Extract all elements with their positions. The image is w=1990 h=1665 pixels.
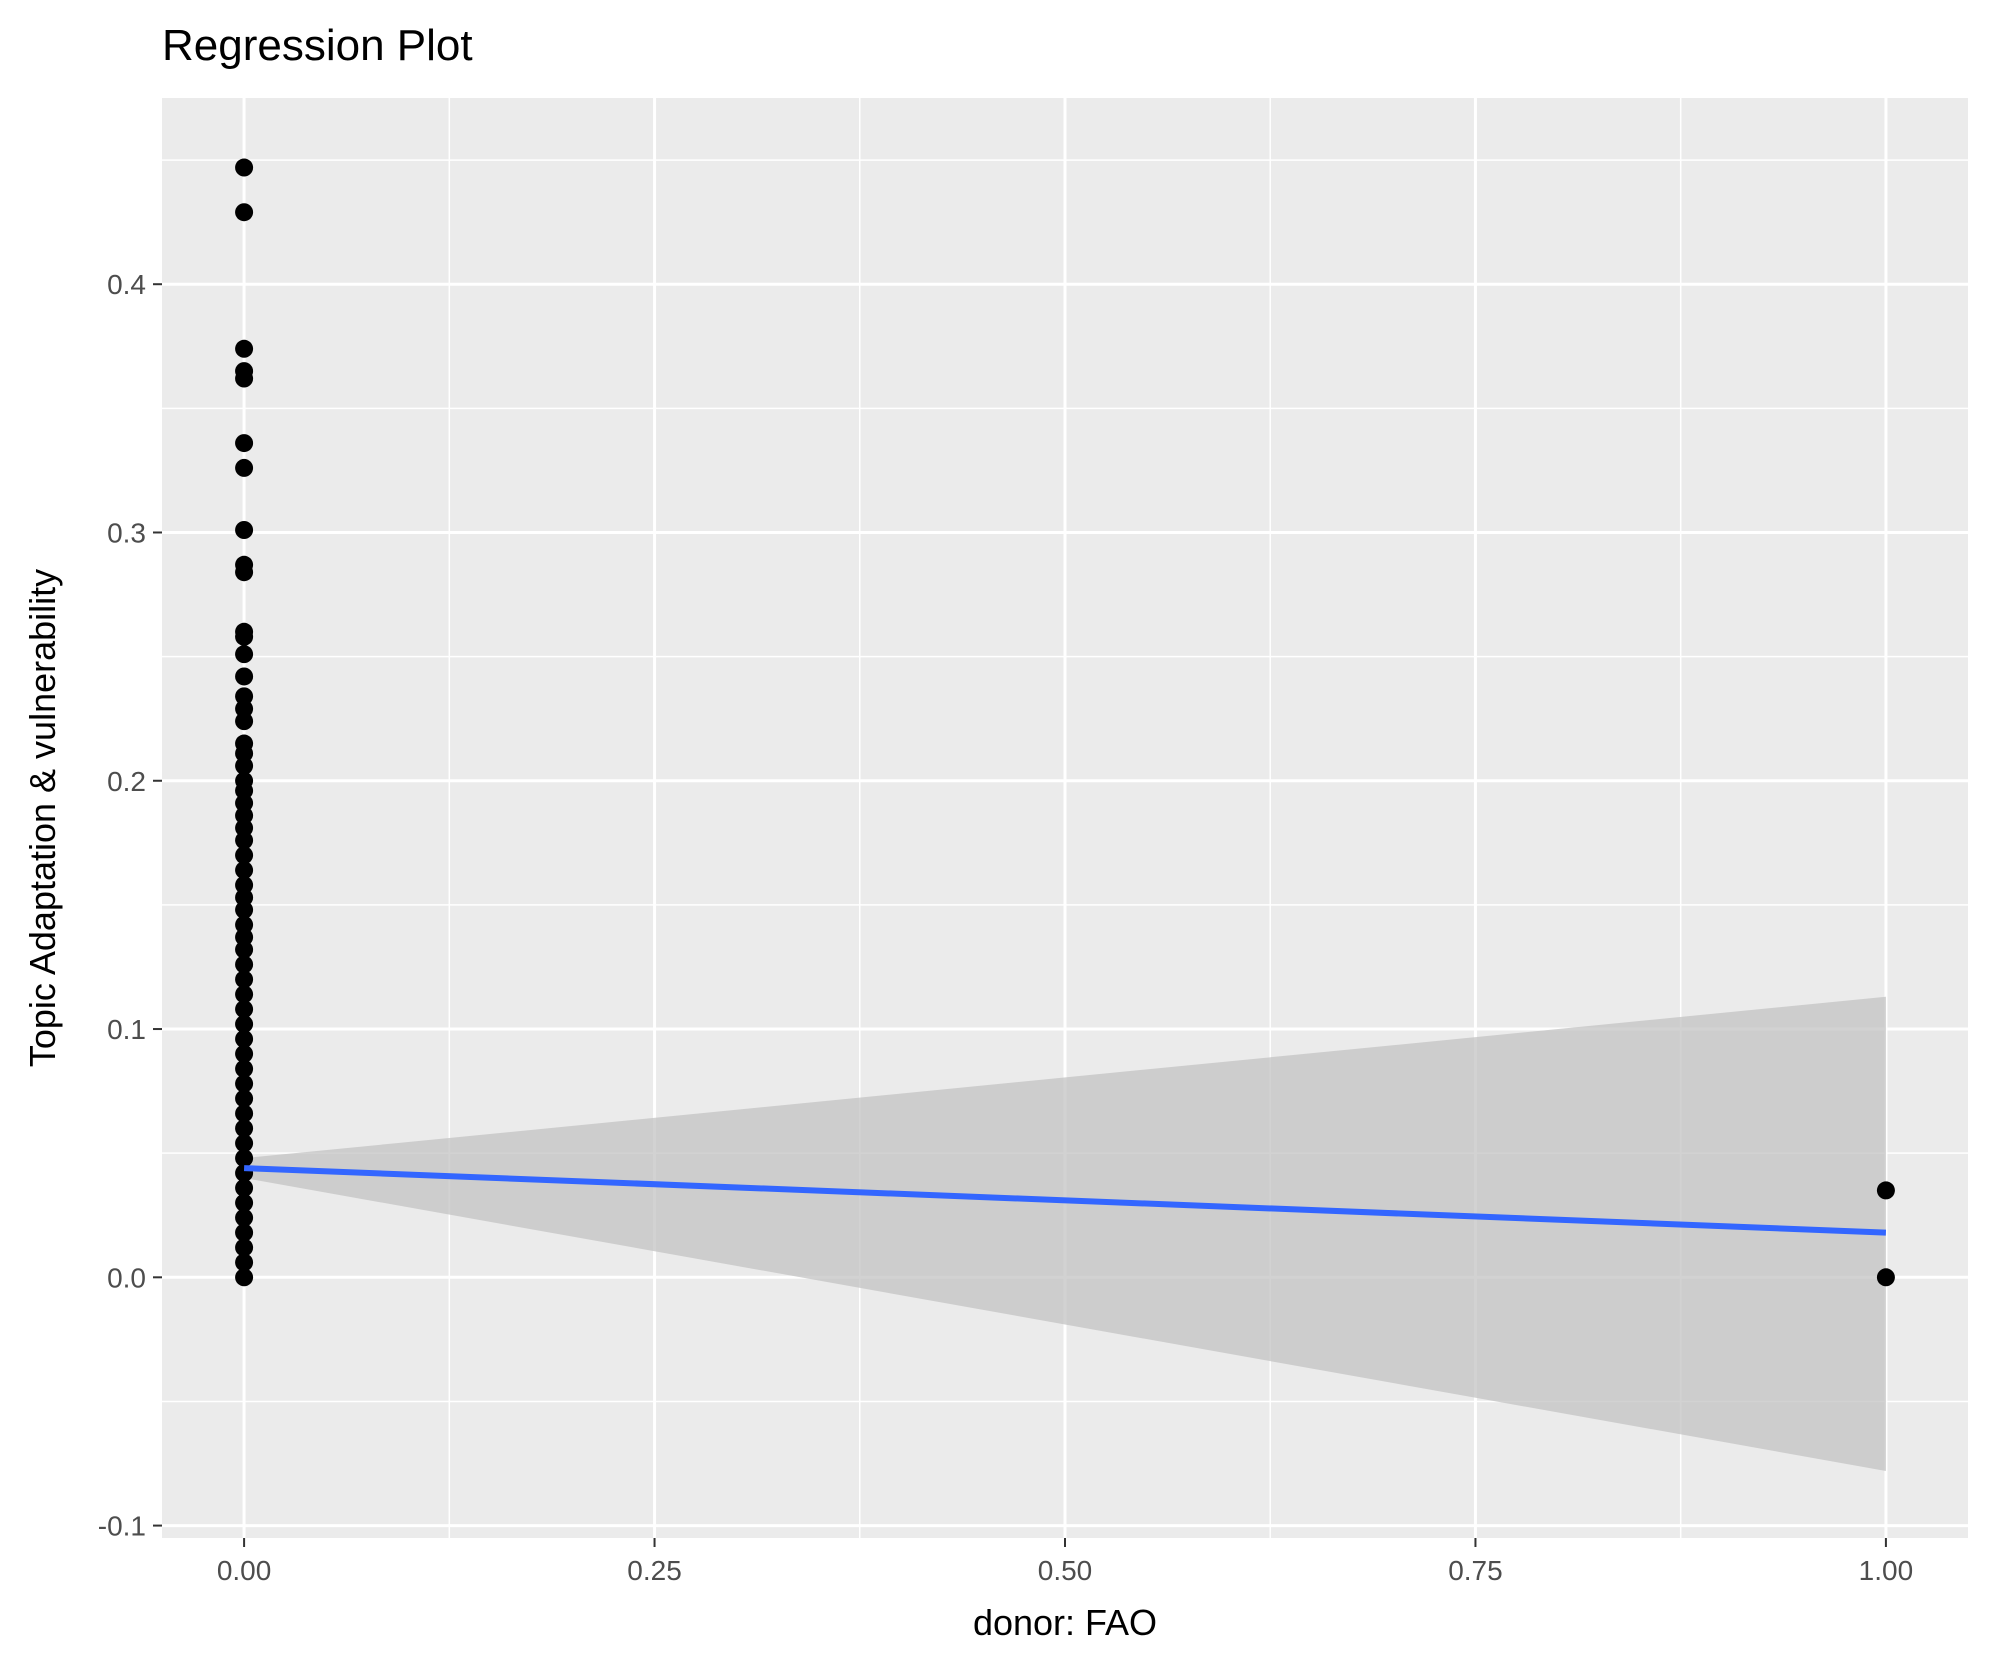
x-tick-label: 0.00 (217, 1555, 272, 1586)
y-tick-label: 0.4 (107, 269, 146, 300)
x-axis-title: donor: FAO (973, 1602, 1157, 1643)
data-point (235, 1134, 254, 1153)
data-point (235, 915, 254, 934)
y-tick-label: 0.2 (107, 766, 146, 797)
data-point (235, 744, 254, 763)
chart-title: Regression Plot (162, 21, 473, 70)
data-point (235, 699, 254, 718)
data-point (235, 1223, 254, 1242)
data-point (235, 434, 254, 453)
data-point (235, 1238, 254, 1257)
x-tick-label: 0.50 (1038, 1555, 1093, 1586)
data-point (235, 900, 254, 919)
data-point (235, 970, 254, 989)
data-point (235, 818, 254, 837)
data-point (235, 756, 254, 775)
x-tick-label: 0.75 (1448, 1555, 1503, 1586)
data-point (235, 1029, 254, 1048)
data-points (235, 158, 1895, 1287)
y-axis-ticks: -0.1 0.0 0.1 0.2 0.3 0.4 (98, 269, 162, 1542)
data-point (235, 846, 254, 865)
data-point (235, 831, 254, 850)
y-tick-label: 0.0 (107, 1262, 146, 1293)
data-point (235, 1074, 254, 1093)
data-point (235, 1253, 254, 1272)
data-point (235, 1119, 254, 1138)
y-axis-title: Topic Adaptation & vulnerability (22, 569, 63, 1067)
data-point (235, 928, 254, 947)
regression-line (243, 1165, 1887, 1236)
data-point (235, 645, 254, 664)
data-point (235, 1015, 254, 1034)
data-point (235, 369, 254, 388)
confidence-ribbon (244, 996, 1886, 1471)
data-point (235, 781, 254, 800)
data-point (235, 203, 254, 222)
data-point (235, 1059, 254, 1078)
data-point (235, 876, 254, 895)
data-point (235, 1268, 254, 1287)
data-point (235, 806, 254, 825)
data-point (235, 521, 254, 539)
data-point (235, 1044, 254, 1063)
data-point (235, 985, 254, 1004)
data-point (235, 563, 254, 582)
data-point (235, 458, 254, 477)
data-point (1876, 1268, 1895, 1287)
data-point (235, 667, 254, 686)
data-point (235, 687, 254, 706)
data-point (235, 339, 254, 358)
data-point (235, 712, 254, 731)
x-axis-ticks: 0.00 0.25 0.50 0.75 1.00 (217, 1538, 1913, 1586)
data-point (235, 940, 254, 959)
data-point (235, 627, 254, 646)
data-point (235, 1178, 254, 1197)
data-point (235, 1104, 254, 1123)
x-tick-label: 1.00 (1859, 1555, 1914, 1586)
data-point (235, 1089, 254, 1108)
data-point (235, 955, 254, 974)
data-point (235, 888, 254, 907)
data-point (235, 1193, 254, 1212)
data-point (235, 794, 254, 813)
y-tick-label: 0.1 (107, 1014, 146, 1045)
y-tick-label: -0.1 (98, 1511, 146, 1542)
x-tick-label: 0.25 (627, 1555, 682, 1586)
data-point (235, 1149, 254, 1168)
data-point (235, 1000, 254, 1019)
data-point (235, 158, 254, 177)
y-tick-label: 0.3 (107, 517, 146, 548)
data-point (235, 1208, 254, 1227)
data-point (235, 861, 254, 880)
data-point (1876, 1181, 1895, 1200)
